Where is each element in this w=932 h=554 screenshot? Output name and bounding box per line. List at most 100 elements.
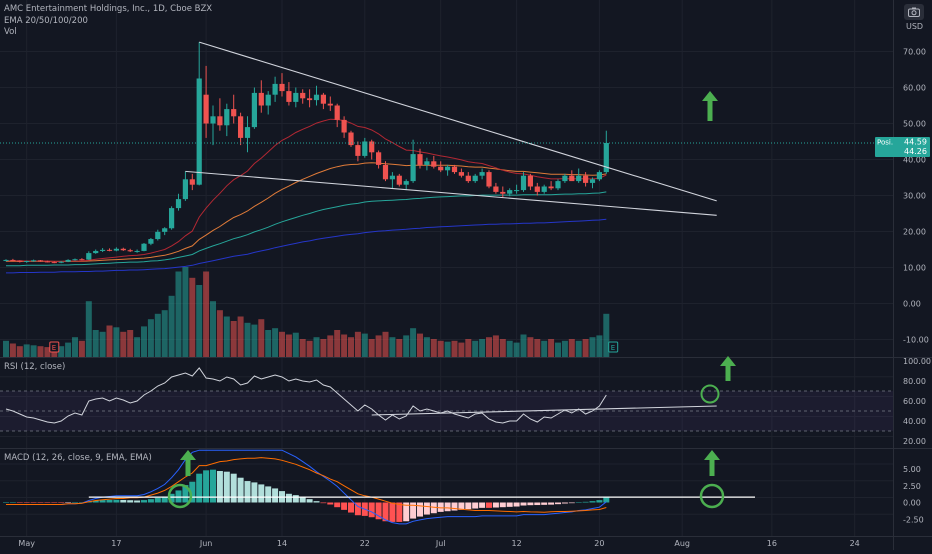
rsi-tick-label: 100.00 [903, 357, 931, 366]
candle-body [210, 116, 215, 123]
candle-body [486, 172, 491, 186]
candle-body [335, 106, 340, 120]
macd-histogram-bar [17, 503, 23, 504]
macd-histogram-bar [72, 503, 78, 504]
price-tag-countdown: 44.26 [904, 147, 927, 156]
volume-bar [465, 339, 471, 357]
volume-bar [534, 339, 540, 357]
candle-body [3, 260, 8, 261]
candle-body [362, 142, 367, 156]
candle-body [238, 116, 243, 138]
candle-body [390, 176, 395, 180]
candle [190, 174, 195, 190]
volume-bar [486, 337, 492, 357]
candle [390, 172, 395, 188]
macd-tick-label: -2.50 [903, 515, 924, 524]
candle [176, 194, 181, 211]
volume-bar [555, 343, 561, 357]
volume-bar [286, 335, 292, 358]
volume-bar [79, 341, 85, 357]
volume-bar [541, 341, 547, 357]
macd-histogram-bar [176, 490, 182, 502]
candle [210, 106, 215, 146]
candle [279, 73, 284, 96]
candle [404, 179, 409, 190]
candle-body [521, 176, 526, 190]
candle-body [93, 251, 98, 253]
volume-bar [189, 278, 195, 357]
time-tick-label: 17 [111, 539, 121, 548]
arrow-head [704, 450, 720, 460]
volume-bar [424, 337, 430, 357]
volume-bar [355, 332, 361, 357]
candle [355, 142, 360, 162]
candle-body [542, 187, 547, 192]
candle-body [279, 84, 284, 91]
macd-histogram-bar [120, 500, 126, 503]
macd-histogram-bar [24, 503, 30, 504]
candle [224, 104, 229, 136]
ema-indicator-label[interactable]: EMA 20/50/100/200 [4, 16, 88, 26]
candle-body [190, 179, 195, 184]
volume-bar [562, 341, 568, 357]
candle [314, 86, 319, 106]
candle-body [321, 95, 326, 104]
candle [238, 113, 243, 145]
rsi-indicator-label[interactable]: RSI (12, close) [4, 362, 65, 372]
candle [445, 165, 450, 176]
candle-body [231, 109, 236, 116]
candle [307, 89, 312, 107]
candle [245, 116, 250, 152]
candle [197, 42, 202, 185]
candle-body [31, 260, 36, 261]
volume-bar [210, 301, 216, 357]
camera-icon[interactable] [904, 4, 924, 20]
macd-histogram-bar [334, 503, 340, 508]
volume-bar [445, 342, 451, 357]
volume-bar [396, 339, 402, 357]
candle-body [66, 260, 71, 262]
candle-body [217, 116, 222, 125]
candle-body [141, 244, 146, 251]
volume-bar [576, 341, 582, 357]
volume-indicator-label[interactable]: Vol [4, 27, 17, 37]
candle [183, 171, 188, 201]
symbol-title: AMC Entertainment Holdings, Inc., 1D, Cb… [4, 4, 212, 14]
candle [438, 161, 443, 172]
candle [86, 251, 91, 260]
candle [576, 169, 581, 183]
candle [514, 185, 519, 194]
macd-histogram-bar [293, 495, 299, 502]
macd-indicator-label[interactable]: MACD (12, 26, close, 9, EMA, EMA) [4, 453, 152, 463]
candle [342, 116, 347, 138]
macd-histogram-bar [51, 503, 57, 504]
candle-body [86, 253, 91, 259]
time-tick-label: Jun [199, 539, 213, 548]
macd-histogram-bar [320, 503, 326, 504]
candle [348, 131, 353, 147]
candle [493, 183, 498, 194]
volume-bar [521, 335, 527, 358]
macd-histogram-bar [286, 494, 292, 503]
volume-bar [479, 339, 485, 357]
candle-body [100, 250, 105, 251]
candle [597, 170, 602, 181]
time-tick-label: 12 [512, 539, 522, 548]
volume-bar [417, 334, 423, 357]
badge-letter: E [611, 344, 615, 352]
volume-bar [176, 272, 182, 358]
volume-bar [452, 341, 458, 357]
macd-histogram-bar [452, 503, 458, 511]
volume-bar [300, 339, 306, 357]
macd-histogram-bar [258, 484, 264, 502]
candle [431, 156, 436, 169]
earnings-badge: E [609, 342, 618, 352]
time-tick-label: 22 [360, 539, 370, 548]
volume-bar [500, 339, 506, 357]
volume-bar [127, 330, 133, 357]
candle-body [507, 190, 512, 194]
volume-bar [590, 337, 596, 357]
candle-body [286, 91, 291, 102]
candle-body [549, 187, 554, 189]
